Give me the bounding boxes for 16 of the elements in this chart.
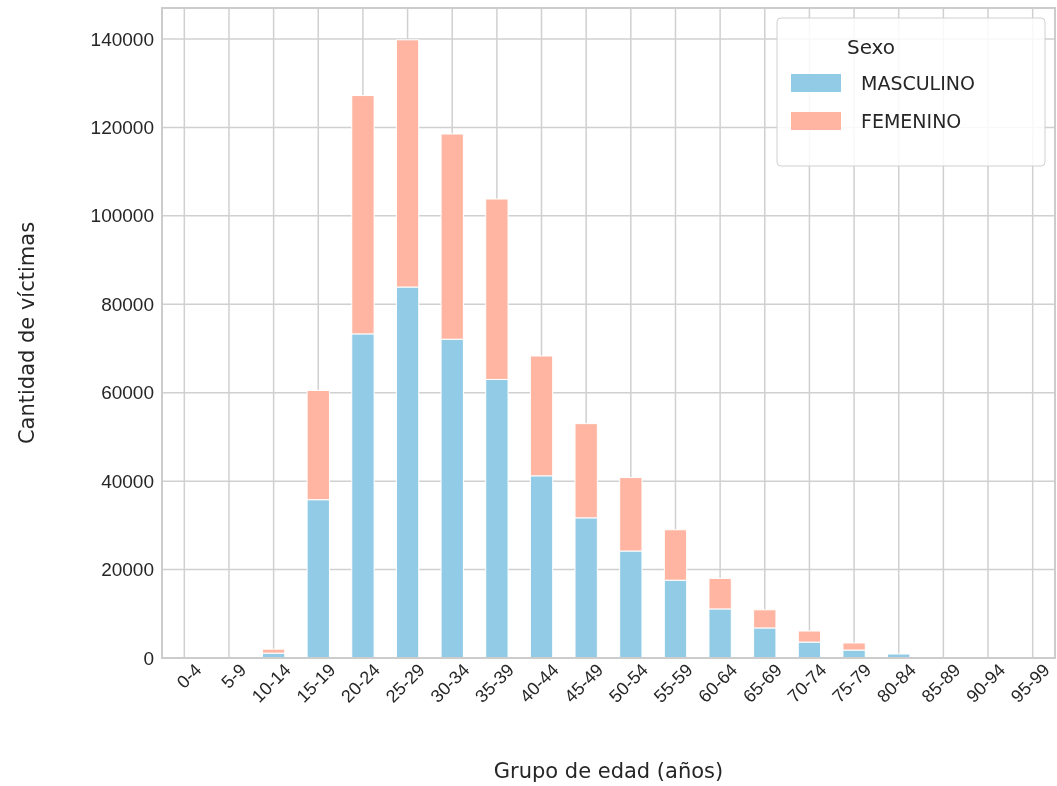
x-tick-label: 0-4	[172, 659, 206, 693]
y-tick-label: 140000	[90, 28, 154, 50]
x-tick-label: 5-9	[217, 659, 251, 693]
bar	[261, 648, 286, 654]
y-tick-label: 120000	[90, 116, 154, 138]
y-axis-title: Cantidad de víctimas	[15, 221, 39, 445]
x-axis-title: Grupo de edad (años)	[493, 759, 724, 783]
legend-label: FEMENINO	[861, 110, 962, 132]
y-tick-label: 100000	[90, 205, 154, 227]
legend-title: Sexo	[846, 35, 896, 59]
y-tick-label: 60000	[101, 382, 154, 404]
y-tick-label: 40000	[101, 470, 154, 492]
y-tick-label: 20000	[101, 559, 154, 581]
legend-label: MASCULINO	[861, 72, 975, 94]
y-tick-label: 0	[143, 647, 154, 669]
y-tick-label: 80000	[101, 293, 154, 315]
